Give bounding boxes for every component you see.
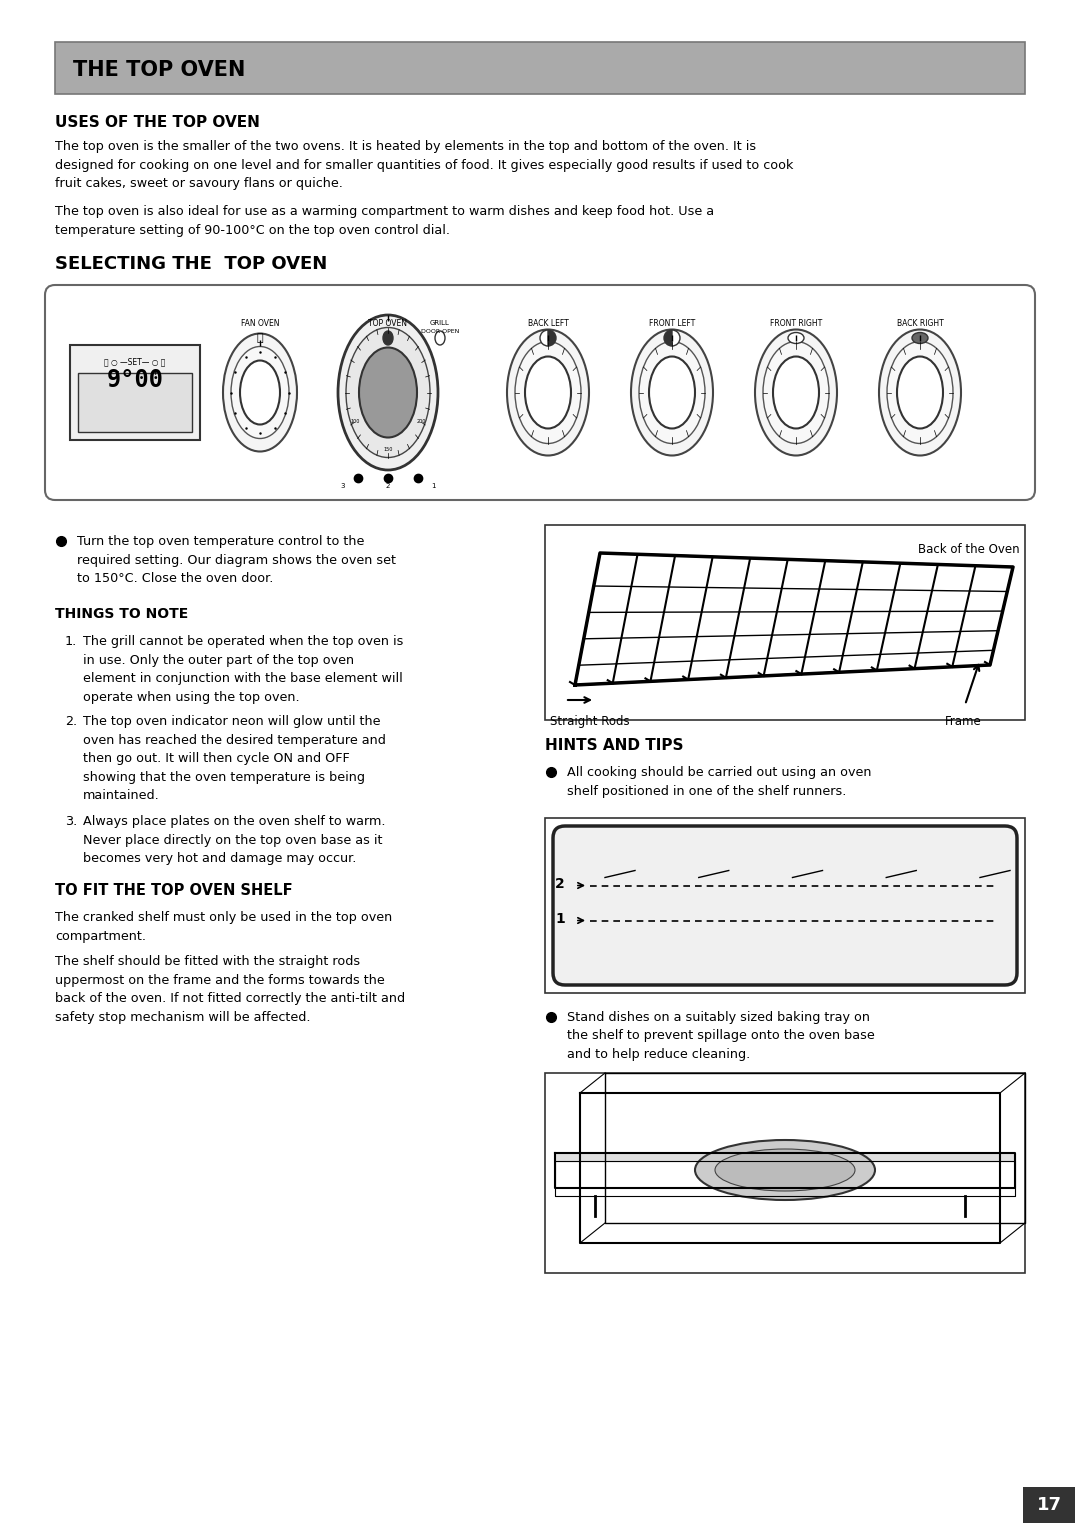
Text: The grill cannot be operated when the top oven is
in use. Only the outer part of: The grill cannot be operated when the to…	[83, 636, 403, 703]
Ellipse shape	[639, 341, 705, 443]
Text: 3: 3	[341, 483, 346, 489]
Text: USES OF THE TOP OVEN: USES OF THE TOP OVEN	[55, 115, 260, 130]
Ellipse shape	[631, 330, 713, 455]
Ellipse shape	[755, 330, 837, 455]
Ellipse shape	[240, 361, 280, 425]
Text: TOP OVEN: TOP OVEN	[368, 318, 407, 327]
Ellipse shape	[762, 341, 829, 443]
Bar	[1023, 1487, 1075, 1523]
Text: 2: 2	[386, 483, 390, 489]
Bar	[70, 345, 200, 440]
Text: —: —	[111, 368, 119, 376]
Wedge shape	[672, 330, 680, 345]
Text: FRONT RIGHT: FRONT RIGHT	[770, 318, 822, 327]
Wedge shape	[548, 330, 556, 345]
Text: Always place plates on the oven shelf to warm.
Never place directly on the top o: Always place plates on the oven shelf to…	[83, 814, 386, 865]
Bar	[545, 1073, 1025, 1273]
Text: Frame: Frame	[945, 715, 982, 727]
Text: TO FIT THE TOP OVEN SHELF: TO FIT THE TOP OVEN SHELF	[55, 883, 293, 898]
FancyBboxPatch shape	[45, 286, 1035, 500]
Ellipse shape	[879, 330, 961, 455]
Text: HINTS AND TIPS: HINTS AND TIPS	[545, 738, 684, 753]
Text: All cooking should be carried out using an oven
shelf positioned in one of the s: All cooking should be carried out using …	[567, 766, 872, 798]
Text: The top oven is also ideal for use as a warming compartment to warm dishes and k: The top oven is also ideal for use as a …	[55, 205, 714, 237]
Text: The shelf should be fitted with the straight rods
uppermost on the frame and the: The shelf should be fitted with the stra…	[55, 955, 405, 1024]
Ellipse shape	[338, 315, 438, 471]
Text: DOOR OPEN: DOOR OPEN	[421, 329, 459, 333]
Text: GRILL: GRILL	[430, 319, 450, 325]
Text: BACK LEFT: BACK LEFT	[528, 318, 568, 327]
Ellipse shape	[788, 333, 804, 344]
Text: SELECTING THE  TOP OVEN: SELECTING THE TOP OVEN	[55, 255, 327, 274]
Text: +: +	[151, 368, 159, 376]
Text: The top oven is the smaller of the two ovens. It is heated by elements in the to: The top oven is the smaller of the two o…	[55, 141, 794, 189]
Ellipse shape	[773, 356, 819, 428]
Polygon shape	[555, 1154, 1015, 1161]
Text: THE TOP OVEN: THE TOP OVEN	[73, 60, 245, 79]
Text: Stand dishes on a suitably sized baking tray on
the shelf to prevent spillage on: Stand dishes on a suitably sized baking …	[567, 1012, 875, 1060]
Ellipse shape	[887, 341, 953, 443]
Ellipse shape	[696, 1140, 875, 1199]
Ellipse shape	[231, 347, 289, 439]
Text: 3.: 3.	[65, 814, 78, 828]
Text: ⓐ ○ —SET— ○ ⌚: ⓐ ○ —SET— ○ ⌚	[105, 358, 165, 367]
Text: FRONT LEFT: FRONT LEFT	[649, 318, 696, 327]
Text: 2: 2	[555, 877, 565, 891]
FancyBboxPatch shape	[55, 41, 1025, 95]
Ellipse shape	[649, 356, 696, 428]
Text: 1.: 1.	[65, 636, 78, 648]
Text: FAN OVEN: FAN OVEN	[241, 318, 280, 327]
Bar	[78, 373, 192, 432]
Ellipse shape	[507, 330, 589, 455]
Text: Ⓐ: Ⓐ	[257, 333, 264, 342]
Ellipse shape	[715, 1149, 855, 1190]
Wedge shape	[540, 330, 548, 345]
Ellipse shape	[383, 332, 393, 345]
Ellipse shape	[346, 327, 430, 457]
Ellipse shape	[222, 333, 297, 451]
FancyBboxPatch shape	[553, 827, 1017, 986]
Ellipse shape	[525, 356, 571, 428]
Ellipse shape	[359, 347, 417, 437]
Text: Back of the Oven: Back of the Oven	[918, 542, 1020, 556]
Text: Turn the top oven temperature control to the
required setting. Our diagram shows: Turn the top oven temperature control to…	[77, 535, 396, 585]
Ellipse shape	[515, 341, 581, 443]
Bar	[545, 817, 1025, 993]
Text: BACK RIGHT: BACK RIGHT	[896, 318, 943, 327]
Text: The top oven indicator neon will glow until the
oven has reached the desired tem: The top oven indicator neon will glow un…	[83, 715, 386, 802]
Text: 100: 100	[350, 419, 360, 423]
Bar	[545, 526, 1025, 720]
Text: 200: 200	[416, 419, 426, 423]
Text: Straight Rods: Straight Rods	[550, 715, 630, 727]
Ellipse shape	[897, 356, 943, 428]
Text: 1: 1	[555, 912, 565, 926]
Text: 2.: 2.	[65, 715, 77, 727]
Text: 1: 1	[431, 483, 435, 489]
Text: THINGS TO NOTE: THINGS TO NOTE	[55, 607, 188, 620]
Ellipse shape	[912, 333, 928, 344]
Wedge shape	[664, 330, 672, 345]
Text: 17: 17	[1037, 1496, 1062, 1514]
Text: 150: 150	[383, 448, 393, 452]
Ellipse shape	[435, 332, 445, 345]
Text: The cranked shelf must only be used in the top oven
compartment.: The cranked shelf must only be used in t…	[55, 911, 392, 943]
Text: 9°00: 9°00	[107, 368, 163, 393]
